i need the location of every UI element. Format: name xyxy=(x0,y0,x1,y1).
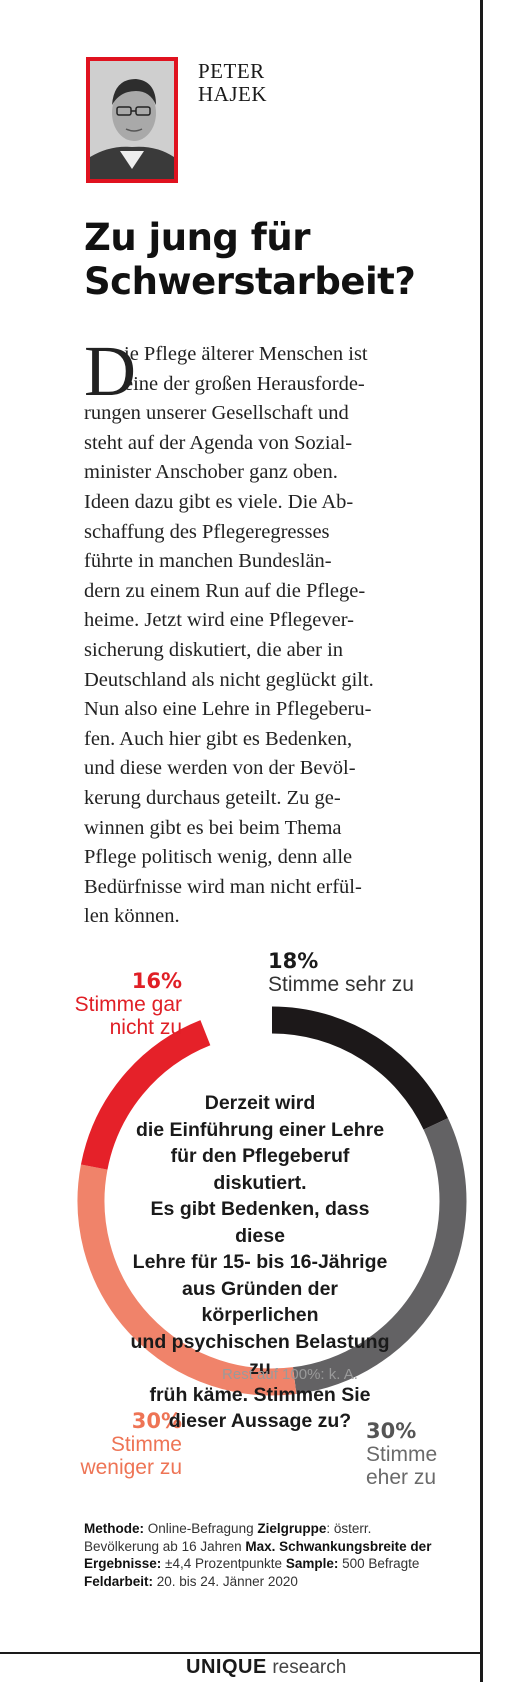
slice-category-label: weniger zu xyxy=(79,1456,182,1479)
slice-category-label: nicht zu xyxy=(110,1016,182,1039)
article-line: fen. Auch hier gibt es Bedenken, xyxy=(84,727,353,750)
article-line: Bedürfnisse wird man nicht erfül- xyxy=(84,875,362,898)
slice-value-label: 30% xyxy=(132,1409,182,1433)
article-line: steht auf der Agenda von Sozial- xyxy=(84,431,353,454)
article-line: winnen gibt es bei beim Thema xyxy=(84,816,342,839)
article-line: kerung durchaus geteilt. Zu ge- xyxy=(84,786,341,809)
article-line: rungen unserer Gesellschaft und xyxy=(84,402,349,425)
article-line: führte in manchen Bundeslän- xyxy=(84,550,332,573)
slice-value-label: 18% xyxy=(268,949,318,973)
article-line: schaffung des Pflegeregresses xyxy=(84,520,330,543)
donut-slice xyxy=(292,1118,467,1394)
slice-category-label: eher zu xyxy=(366,1466,436,1489)
chart-question: Derzeit wird die Einführung einer Lehre fü… xyxy=(130,1090,390,1435)
article-line: dern zu einem Run auf die Pflege- xyxy=(84,579,366,602)
headline-line-2: Schwerstarbeit? xyxy=(84,260,416,303)
question-line: Lehre für 15- bis 16-Jährige xyxy=(132,1251,388,1273)
question-line: früh käme. Stimmen Sie xyxy=(149,1383,371,1406)
donut-slice xyxy=(77,1164,297,1396)
research-logo: UNIQUE research xyxy=(186,1656,346,1679)
footer-rule xyxy=(0,1652,480,1654)
article-line: Pflege politisch wenig, denn alle xyxy=(84,846,353,869)
methode-label: Methode: xyxy=(84,1521,144,1536)
slice-category-label: Stimme sehr zu xyxy=(268,973,414,996)
feldarbeit-value: 20. bis 24. Jänner 2020 xyxy=(156,1573,298,1589)
chart-note: Rest auf 100%: k. A. xyxy=(222,1366,358,1383)
author-last-name: HAJEK xyxy=(198,82,267,106)
article-line: Deutschland als nicht geglückt gilt. xyxy=(84,668,374,691)
question-line: dieser Aussage zu? xyxy=(168,1410,352,1432)
slice-category-label: Stimme gar xyxy=(75,993,182,1016)
column-divider xyxy=(480,0,483,1682)
author-name: PETER HAJEK xyxy=(198,60,267,106)
sample-value: 500 Befragte xyxy=(342,1556,420,1571)
zielgruppe-value: : österr. Bevölkerung ab 16 Jahren xyxy=(84,1521,372,1554)
feldarbeit-label: Feldarbeit: xyxy=(84,1573,154,1589)
article-line: len können. xyxy=(84,905,180,928)
question-line: die Einführung einer Lehre xyxy=(135,1118,385,1141)
article-line: sicherung diskutiert, die aber in xyxy=(84,638,344,661)
author-photo xyxy=(86,57,178,183)
drop-cap: D xyxy=(84,331,136,411)
article-line: und diese werden von der Bevöl- xyxy=(84,757,356,780)
slice-category-label: Stimme xyxy=(366,1443,437,1466)
slice-category-label: Stimme xyxy=(111,1433,182,1456)
question-line: aus Gründen der körperlichen xyxy=(181,1277,339,1327)
schwankung-label: Max. Schwankungsbreite der Ergebnisse: xyxy=(84,1538,432,1572)
question-line: für den Pflegeberuf diskutiert. xyxy=(170,1145,350,1194)
sample-label: Sample: xyxy=(285,1556,339,1571)
question-line: und psychischen Belastung zu xyxy=(130,1330,390,1380)
article-body: ie Pflege älterer Menschen ist eine der g… xyxy=(84,340,454,932)
donut-slice xyxy=(271,1006,448,1130)
article-line: Ideen dazu gibt es viele. Die Ab- xyxy=(84,490,354,513)
article-line: ie Pflege älterer Menschen ist xyxy=(124,343,368,365)
schwankung-value: ±4,4 Prozentpunkte xyxy=(165,1556,283,1571)
question-line: Es gibt Bedenken, dass diese xyxy=(150,1198,370,1247)
author-first-name: PETER xyxy=(198,59,265,83)
headline-line-1: Zu jung für xyxy=(84,216,310,259)
article-line: minister Anschober ganz oben. xyxy=(84,461,338,484)
article-line: heime. Jetzt wird eine Pflegever- xyxy=(84,609,354,632)
slice-value-label: 16% xyxy=(132,969,182,993)
article-line: eine der großen Herausforde- xyxy=(124,372,365,395)
methodology: Methode: Online-Befragung Zielgruppe: ös… xyxy=(84,1520,439,1590)
slice-value-label: 30% xyxy=(366,1419,416,1443)
logo-suffix: research xyxy=(272,1657,347,1678)
logo-brand: UNIQUE xyxy=(186,1656,267,1678)
question-line: Derzeit wird xyxy=(204,1092,316,1114)
zielgruppe-label: Zielgruppe xyxy=(257,1521,327,1536)
donut-slice xyxy=(80,1020,211,1170)
methode-value: Online-Befragung xyxy=(147,1521,254,1536)
article-line: Nun also eine Lehre in Pflegeberu- xyxy=(84,698,372,721)
headline: Zu jung für Schwerstarbeit? xyxy=(84,216,464,304)
